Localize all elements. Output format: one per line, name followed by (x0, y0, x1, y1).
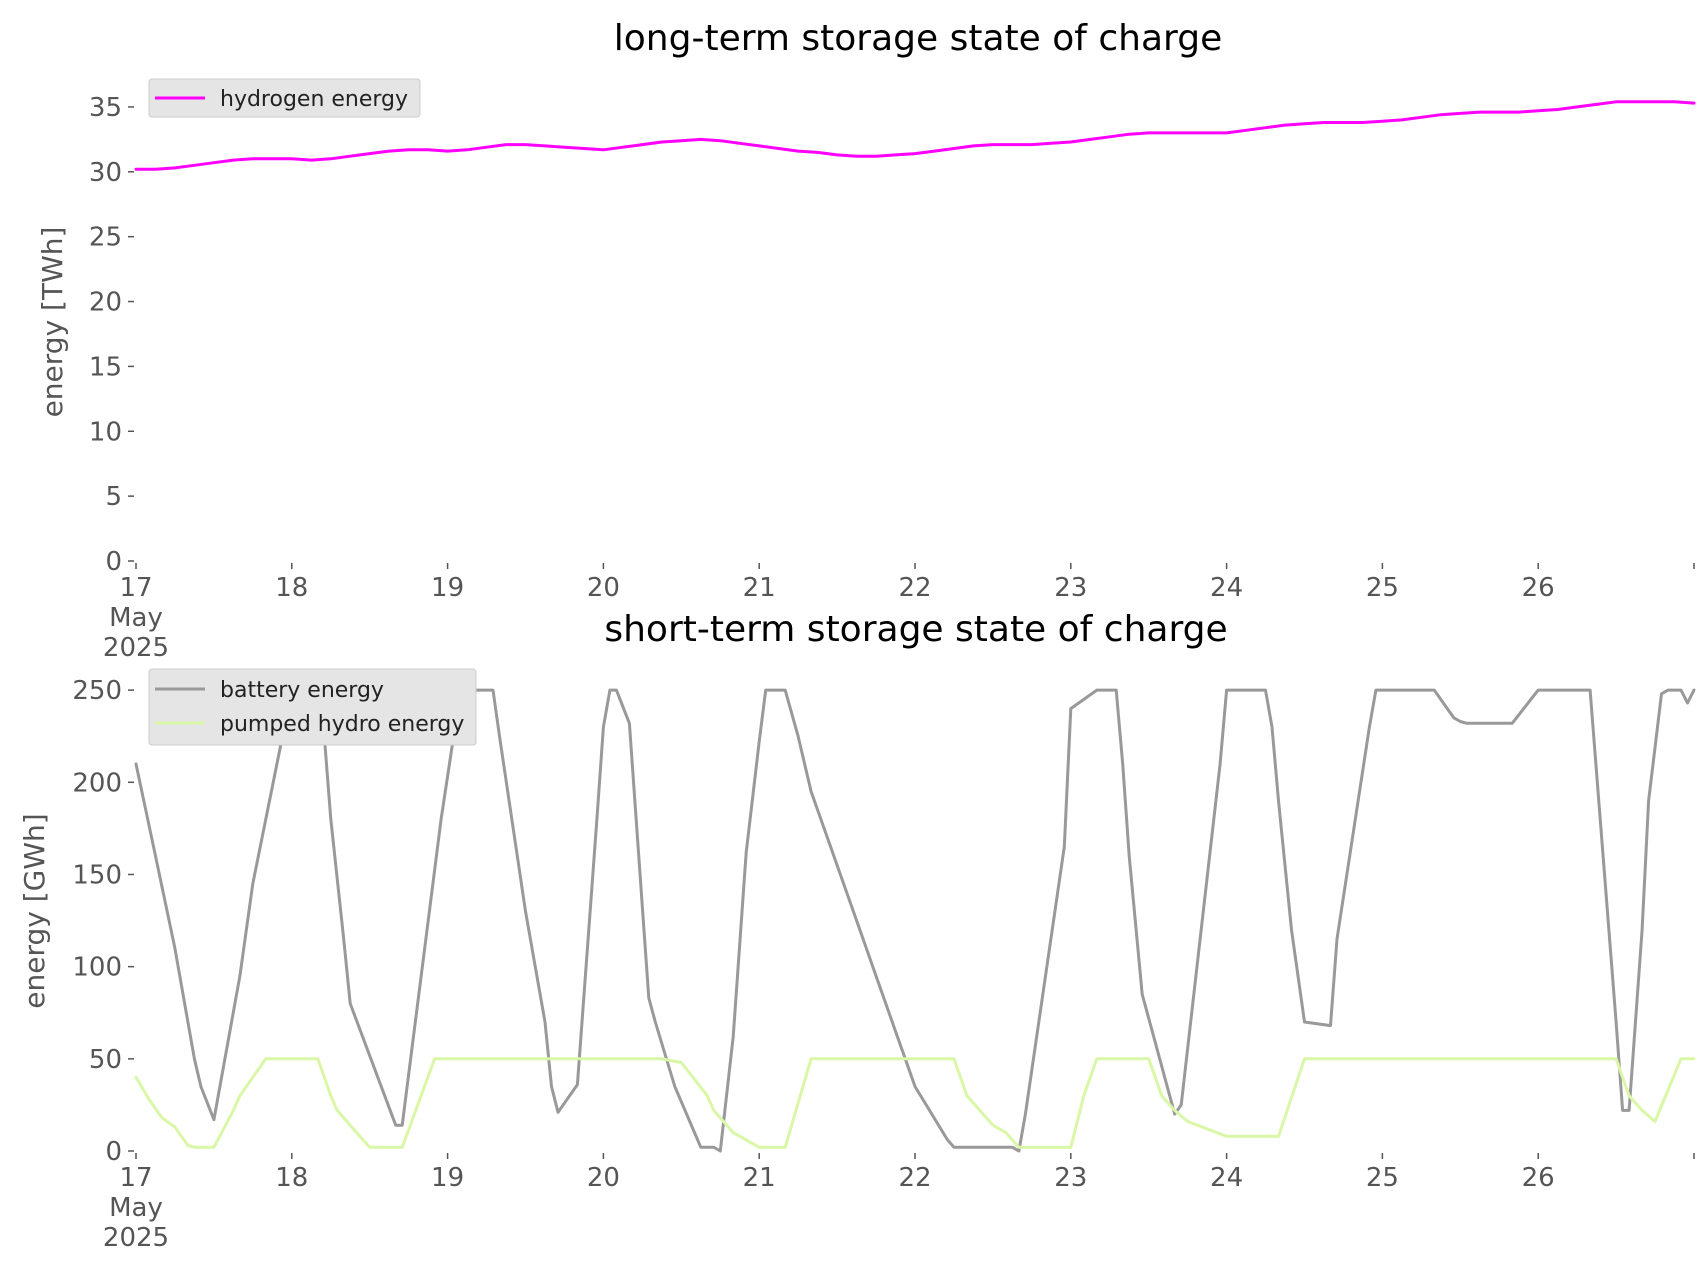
long-term-y-tick-label: 20 (89, 288, 122, 318)
short-term-y-tick-label: 50 (89, 1045, 122, 1075)
short-term-y-axis-label: energy [GWh] (18, 813, 51, 1008)
short-term-x-tick-label: 20 (587, 1163, 620, 1193)
long-term-x-tick-label: May (109, 603, 163, 633)
short-term-series-line-2 (134, 1057, 1696, 1149)
long-term-x-tick-label: 2025 (103, 633, 169, 663)
short-term-x-tick-label: 25 (1366, 1163, 1399, 1193)
short-term-chart-title: short-term storage state of charge (604, 609, 1227, 650)
short-term-y-tick-label: 250 (72, 676, 122, 706)
short-term-series-line-1 (134, 688, 1696, 1153)
long-term-series (134, 100, 1696, 171)
long-term-y-tick-label: 0 (105, 547, 122, 577)
short-term-chart: short-term storage state of charge energ… (18, 609, 1696, 1253)
long-term-y-tick-label: 5 (105, 482, 122, 512)
short-term-x-tick-label: 2025 (103, 1223, 169, 1253)
short-term-y-tick-label: 200 (72, 768, 122, 798)
long-term-x-tick-label: 25 (1366, 573, 1399, 603)
long-term-y-ticks: 0 5 10 15 20 25 30 35 (89, 93, 134, 577)
long-term-y-tick-label: 10 (89, 417, 122, 447)
short-term-x-tick-label: 21 (743, 1163, 776, 1193)
long-term-x-tick-label: 24 (1210, 573, 1243, 603)
pumped-hydro-legend-label: pumped hydro energy (220, 712, 464, 737)
short-term-legend-box (148, 668, 477, 746)
short-term-x-tick-label: 22 (898, 1163, 931, 1193)
long-term-y-tick-label: 35 (89, 93, 122, 123)
short-term-x-tick-label: May (109, 1193, 163, 1223)
short-term-y-ticks: 0 50 100 150 200 250 (72, 676, 134, 1167)
long-term-x-tick-label: 21 (743, 573, 776, 603)
short-term-x-tick-label: 19 (431, 1163, 464, 1193)
short-term-series (134, 688, 1696, 1153)
long-term-x-tick-label: 20 (587, 573, 620, 603)
short-term-x-tick-label: 23 (1054, 1163, 1087, 1193)
short-term-y-tick-label: 150 (72, 860, 122, 890)
long-term-y-tick-label: 30 (89, 158, 122, 188)
short-term-y-tick-label: 100 (72, 953, 122, 983)
long-term-series-line-1 (134, 100, 1696, 171)
long-term-x-tick-label: 19 (431, 573, 464, 603)
long-term-x-tick-label: 17 (119, 573, 152, 603)
long-term-legend-box (148, 78, 421, 118)
hydrogen-legend-label: hydrogen energy (220, 87, 408, 112)
short-term-y-tick-label: 0 (105, 1137, 122, 1167)
long-term-x-tick-label: 22 (898, 573, 931, 603)
long-term-chart: long-term storage state of charge energy… (36, 18, 1696, 663)
short-term-legend: battery energy pumped hydro energy (148, 668, 477, 746)
long-term-y-tick-label: 15 (89, 352, 122, 382)
long-term-y-axis-label: energy [TWh] (36, 227, 69, 418)
long-term-x-tick-label: 18 (275, 573, 308, 603)
short-term-x-tick-label: 18 (275, 1163, 308, 1193)
battery-legend-label: battery energy (220, 678, 384, 703)
long-term-legend: hydrogen energy (148, 78, 421, 118)
long-term-x-tick-label: 23 (1054, 573, 1087, 603)
long-term-y-tick-label: 25 (89, 223, 122, 253)
short-term-x-tick-label: 24 (1210, 1163, 1243, 1193)
long-term-x-tick-label: 26 (1522, 573, 1555, 603)
short-term-x-tick-label: 26 (1522, 1163, 1555, 1193)
short-term-x-tick-label: 17 (119, 1163, 152, 1193)
long-term-chart-title: long-term storage state of charge (614, 18, 1222, 59)
